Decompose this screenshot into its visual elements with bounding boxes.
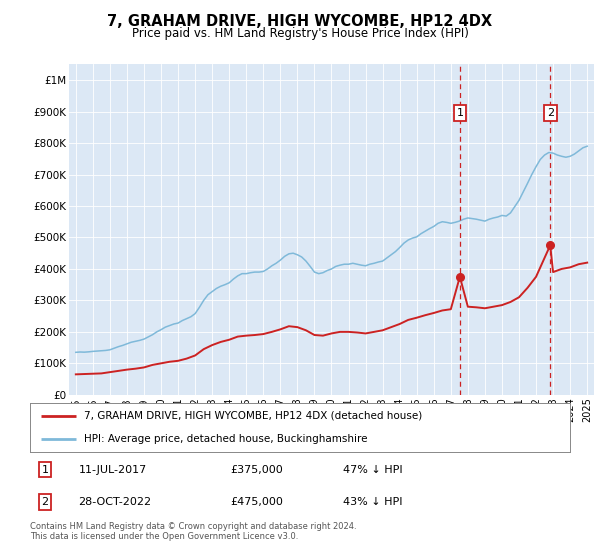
- Text: 1: 1: [457, 108, 463, 118]
- Text: 7, GRAHAM DRIVE, HIGH WYCOMBE, HP12 4DX: 7, GRAHAM DRIVE, HIGH WYCOMBE, HP12 4DX: [107, 14, 493, 29]
- Text: 7, GRAHAM DRIVE, HIGH WYCOMBE, HP12 4DX (detached house): 7, GRAHAM DRIVE, HIGH WYCOMBE, HP12 4DX …: [84, 411, 422, 421]
- Text: 43% ↓ HPI: 43% ↓ HPI: [343, 497, 403, 507]
- Text: HPI: Average price, detached house, Buckinghamshire: HPI: Average price, detached house, Buck…: [84, 433, 367, 444]
- Text: £475,000: £475,000: [230, 497, 283, 507]
- Text: 28-OCT-2022: 28-OCT-2022: [79, 497, 152, 507]
- Text: 2: 2: [41, 497, 49, 507]
- Text: £375,000: £375,000: [230, 465, 283, 474]
- Text: 1: 1: [41, 465, 49, 474]
- Text: Price paid vs. HM Land Registry's House Price Index (HPI): Price paid vs. HM Land Registry's House …: [131, 27, 469, 40]
- Text: Contains HM Land Registry data © Crown copyright and database right 2024.
This d: Contains HM Land Registry data © Crown c…: [30, 522, 356, 542]
- Text: 2: 2: [547, 108, 554, 118]
- Text: 47% ↓ HPI: 47% ↓ HPI: [343, 465, 403, 474]
- Text: 11-JUL-2017: 11-JUL-2017: [79, 465, 147, 474]
